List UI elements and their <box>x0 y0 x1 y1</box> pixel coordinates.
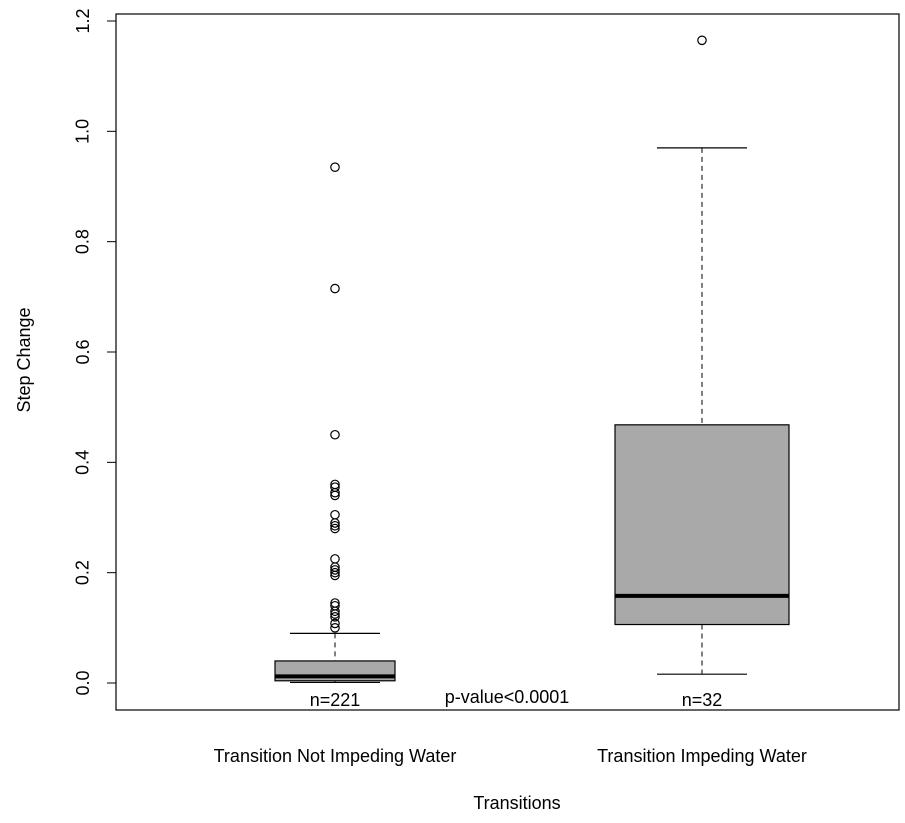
box-2 <box>614 424 790 626</box>
y-axis: 0.0 0.2 0.4 0.6 0.8 1.0 1.2 <box>73 8 116 696</box>
outlier-point-1-14 <box>330 565 340 575</box>
boxes <box>274 35 790 684</box>
outlier-point-1-21 <box>330 611 340 622</box>
outlier-point-1-22 <box>330 618 340 629</box>
y-tick-label-3: 0.6 <box>73 339 93 364</box>
plot-frame <box>115 13 900 711</box>
box-group-2 <box>614 35 790 675</box>
n-label-box-1: n=221 <box>310 690 361 710</box>
outlier-point-1-12 <box>330 554 340 564</box>
n-label-box-2: n=32 <box>682 690 723 710</box>
y-tick-label-6: 1.2 <box>73 8 93 33</box>
outlier-point-1-9 <box>330 518 340 528</box>
outlier-point-1-19 <box>330 606 340 617</box>
outlier-point-1-20 <box>330 609 340 619</box>
outlier-point-2-1 <box>697 35 707 46</box>
outlier-point-1-2 <box>330 283 340 294</box>
outlier-point-1-8 <box>330 509 340 520</box>
y-tick-label-4: 0.8 <box>73 229 93 254</box>
outlier-point-1-1 <box>330 162 340 172</box>
plot-area <box>115 13 900 711</box>
outlier-point-1-10 <box>330 520 340 531</box>
y-tick-label-1: 0.2 <box>73 560 93 585</box>
box-group-1 <box>274 162 396 684</box>
outlier-point-1-23 <box>330 623 340 633</box>
x-tick-label-1: Transition Not Impeding Water <box>214 746 457 766</box>
outlier-point-1-11 <box>330 523 340 534</box>
p-value-annotation: p-value<0.0001 <box>445 687 570 707</box>
y-tick-label-0: 0.0 <box>73 670 93 695</box>
y-tick-label-5: 1.0 <box>73 119 93 144</box>
outlier-point-1-15 <box>330 567 340 578</box>
x-tick-label-2: Transition Impeding Water <box>597 746 807 766</box>
outlier-point-1-7 <box>330 490 340 501</box>
outlier-point-1-6 <box>330 487 340 498</box>
annotations: n=221 n=32 p-value<0.0001 <box>310 687 723 710</box>
outlier-point-1-3 <box>330 429 340 440</box>
x-axis-label: Transitions <box>473 793 560 813</box>
outlier-point-1-16 <box>330 570 340 581</box>
y-axis-label: Step Change <box>14 307 34 412</box>
y-tick-label-2: 0.4 <box>73 450 93 475</box>
axis-labels: Transition Not Impeding Water Transition… <box>14 307 807 813</box>
